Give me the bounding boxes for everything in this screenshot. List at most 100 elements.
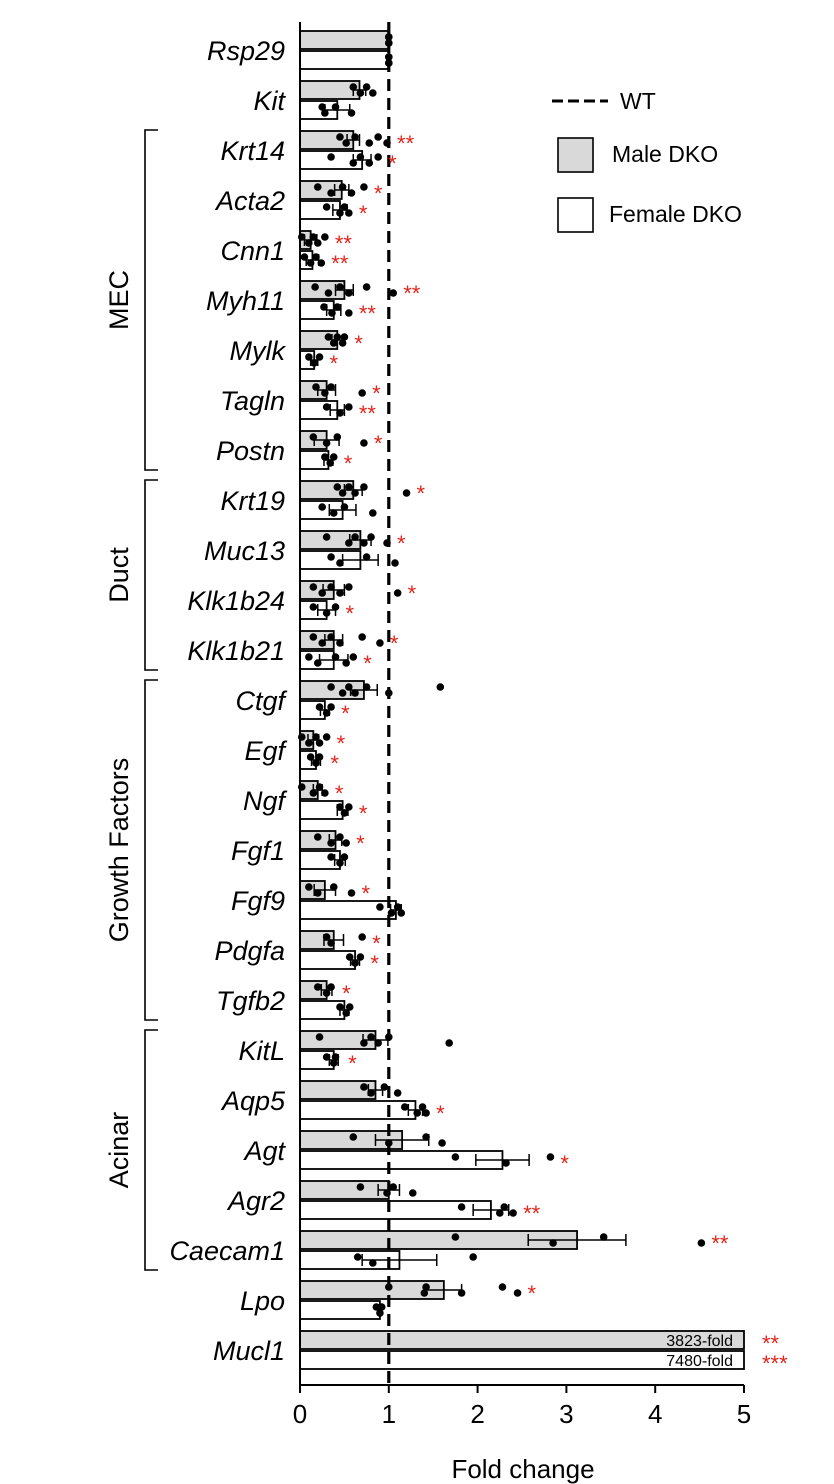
significance-female-postn: * [344, 451, 353, 476]
significance-male-egf: * [337, 731, 346, 756]
dot-male-tagln [358, 389, 366, 397]
dot-male-myh11 [336, 283, 344, 291]
dot-female-cnn1 [317, 259, 326, 267]
dot-male-muc13 [322, 533, 331, 541]
dot-male-myh11 [324, 289, 333, 297]
dot-male-fgf9 [347, 889, 356, 897]
dot-male-agt [422, 1133, 430, 1141]
bar-female-agt [299, 1150, 504, 1170]
dot-male-klk1b21 [358, 633, 366, 641]
dot-male-ngf [309, 789, 318, 797]
significance-male-acta2: * [374, 181, 383, 206]
gene-label-krt19: Krt19 [220, 486, 285, 516]
dot-male-muc13 [360, 539, 368, 547]
dot-female-ngf [336, 803, 344, 811]
dot-male-mylk [333, 333, 342, 341]
gene-label-rsp29: Rsp29 [207, 36, 285, 66]
dot-female-agr2 [509, 1209, 517, 1217]
dot-male-ngf [321, 789, 329, 797]
dot-female-caecam1 [353, 1253, 362, 1261]
dot-female-acta2 [340, 203, 349, 211]
dot-female-fgf9 [397, 909, 406, 917]
dot-male-myh11 [362, 283, 371, 291]
dot-female-postn [329, 453, 338, 461]
dot-female-klk1b21 [305, 653, 313, 661]
bar-male-agr2 [299, 1180, 390, 1200]
dot-female-krt14 [374, 153, 382, 161]
dot-female-aqp5 [418, 1103, 427, 1111]
dot-male-acta2 [360, 183, 368, 191]
dot-male-kit [369, 89, 377, 97]
dot-female-krt19 [329, 509, 338, 517]
significance-female-krt14: * [388, 151, 397, 176]
dot-male-kit [349, 83, 358, 91]
significance-female-myh11: ** [359, 301, 377, 326]
gene-label-klk1b21: Klk1b21 [187, 636, 285, 666]
x-axis: 0 1 2 3 4 5 [293, 1384, 751, 1429]
gene-label-acta2: Acta2 [214, 186, 285, 216]
dot-male-mylk [329, 339, 338, 347]
dot-male-agt [438, 1139, 446, 1147]
dot-female-fgf1 [336, 859, 344, 867]
dot-female-mylk [310, 359, 319, 367]
dot-male-tagln [321, 389, 329, 397]
dot-male-acta2 [313, 183, 322, 191]
dot-female-cnn1 [312, 253, 320, 261]
dot-female-kit [321, 109, 329, 117]
bar-female-rsp29 [299, 50, 390, 70]
dot-female-postn [321, 453, 329, 461]
dot-female-agt [546, 1153, 555, 1161]
dot-female-agr2 [496, 1209, 504, 1217]
dot-female-krt19 [340, 503, 349, 511]
dot-male-krt14 [374, 133, 382, 141]
bar-female-pdgfa [299, 950, 356, 970]
dot-female-egf [315, 753, 324, 761]
dot-female-klk1b21 [342, 659, 350, 667]
dot-male-kitl [445, 1039, 453, 1047]
dot-male-kitl [315, 1033, 324, 1041]
significance-female-ctgf: * [341, 701, 350, 726]
dot-female-fgf9 [387, 909, 396, 917]
dot-female-myh11 [320, 303, 328, 311]
significance-female-egf: * [330, 751, 339, 776]
dot-male-kit [356, 89, 365, 97]
dot-male-mylk [338, 339, 347, 347]
dot-female-tgfb2 [342, 1009, 350, 1017]
dot-male-klk1b24 [393, 589, 402, 597]
dot-male-krt14 [342, 139, 350, 147]
dot-male-myh11 [311, 283, 319, 291]
dot-female-acta2 [345, 209, 353, 217]
dot-female-agt [451, 1153, 460, 1161]
dot-male-pdgfa [322, 933, 331, 941]
dot-female-krt14 [349, 159, 358, 167]
dot-female-tgfb2 [336, 1003, 344, 1011]
dot-male-ngf [315, 783, 324, 791]
group-brackets: MEC Duct Growth Factors Acinar [104, 129, 158, 1271]
dot-female-klk1b21 [331, 653, 340, 661]
dot-female-krt14 [356, 153, 365, 161]
dot-male-mylk [340, 333, 349, 341]
dot-female-klk1b24 [309, 603, 318, 611]
dot-female-tagln [345, 403, 353, 411]
dot-female-aqp5 [400, 1103, 409, 1111]
significance-female-mylk: * [330, 351, 339, 376]
significance-male-fgf1: * [356, 831, 365, 856]
significance-male-pdgfa: * [372, 931, 381, 956]
dot-male-tagln [327, 383, 335, 391]
bar-female-lpo [299, 1300, 381, 1320]
dot-female-lpo [377, 1303, 386, 1311]
gene-label-agt: Agt [242, 1136, 286, 1166]
dot-male-aqp5 [367, 1089, 375, 1097]
dot-male-agt [349, 1133, 358, 1141]
gene-labels: Rsp29 Kit Krt14 Acta2 Cnn1 Myh11 Mylk Tagln Post… [169, 36, 287, 1366]
dot-female-kitl [322, 1053, 331, 1061]
significance-female-klk1b21: * [363, 651, 372, 676]
dot-female-egf [312, 759, 320, 767]
dot-female-kit [318, 103, 327, 111]
dot-male-agr2 [389, 1183, 398, 1191]
gene-label-krt14: Krt14 [220, 136, 285, 166]
dot-male-klk1b21 [309, 633, 318, 641]
dot-male-krt14 [336, 133, 344, 141]
x-axis-label: Fold change [451, 1454, 594, 1484]
dot-female-kit [331, 103, 340, 111]
